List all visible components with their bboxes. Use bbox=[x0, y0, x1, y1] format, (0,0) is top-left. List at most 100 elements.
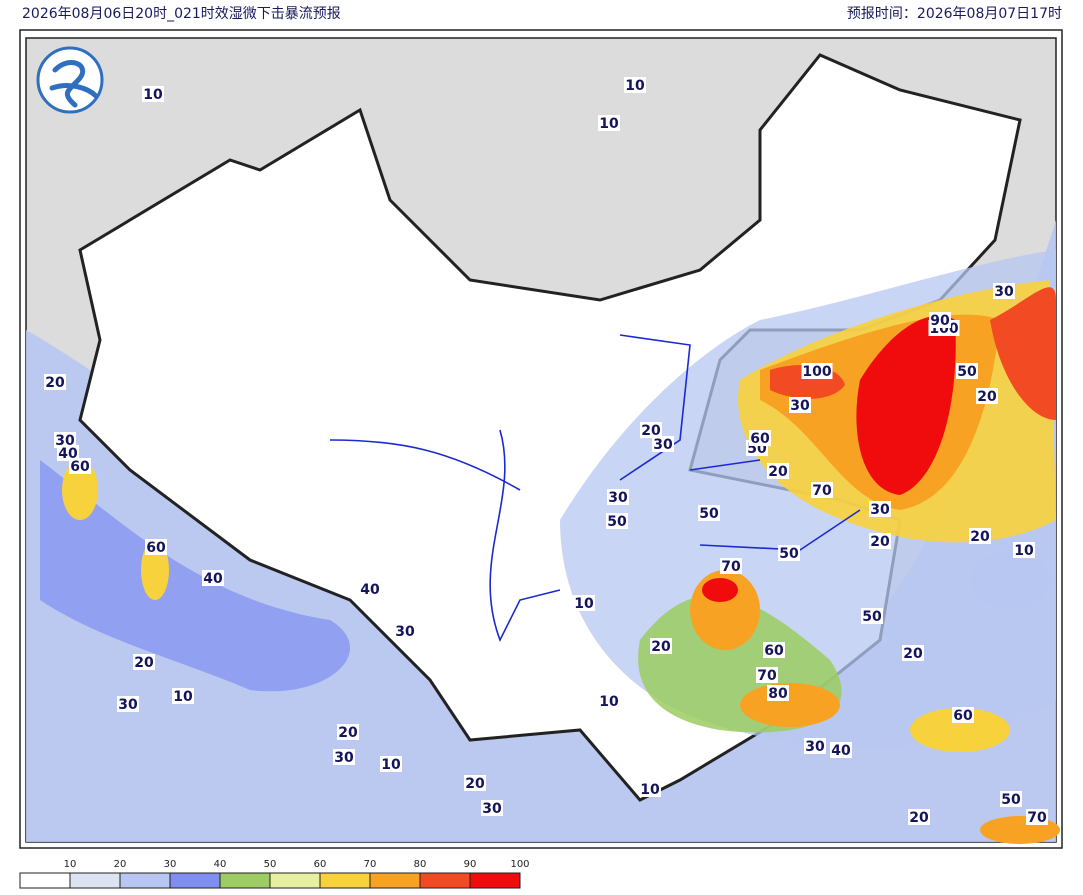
label-box bbox=[976, 388, 998, 404]
label-box bbox=[763, 642, 785, 658]
label-box bbox=[133, 654, 155, 670]
contour-label: 30 bbox=[395, 624, 415, 640]
legend-swatch bbox=[319, 872, 371, 889]
contour-label: 20 bbox=[465, 776, 485, 792]
contour-label: 10 bbox=[640, 782, 660, 798]
field-red-3 bbox=[702, 578, 738, 602]
label-box bbox=[640, 422, 662, 438]
label-box bbox=[607, 489, 629, 505]
label-box bbox=[624, 77, 646, 93]
legend-swatch bbox=[419, 872, 471, 889]
contour-label: 10 bbox=[625, 78, 645, 94]
contour-label: 40 bbox=[360, 582, 380, 598]
label-box bbox=[359, 581, 381, 597]
contour-label: 20 bbox=[45, 375, 65, 391]
legend-label: 80 bbox=[414, 859, 427, 870]
label-box bbox=[380, 756, 402, 772]
title: 2026年08月06日20时_021时效湿微下击暴流预报 bbox=[22, 6, 341, 22]
label-box bbox=[464, 775, 486, 791]
map bbox=[19, 29, 1063, 849]
label-box bbox=[993, 283, 1015, 299]
label-box bbox=[956, 363, 978, 379]
label-box bbox=[337, 724, 359, 740]
issue-time: 预报时间：2026年08月07日17时 bbox=[847, 6, 1062, 22]
legend-swatch bbox=[19, 872, 71, 889]
contour-label: 50 bbox=[779, 546, 799, 562]
label-box bbox=[698, 505, 720, 521]
label-box bbox=[756, 667, 778, 683]
logo bbox=[36, 46, 104, 114]
field-red bbox=[856, 315, 956, 495]
label-box bbox=[830, 742, 852, 758]
legend-swatch bbox=[369, 872, 421, 889]
legend-label: 30 bbox=[164, 859, 177, 870]
contour-label: 20 bbox=[651, 639, 671, 655]
legend-label: 70 bbox=[364, 859, 377, 870]
contour-label: 20 bbox=[977, 389, 997, 405]
contour-label: 20 bbox=[134, 655, 154, 671]
label-box bbox=[54, 432, 76, 448]
label-box bbox=[861, 608, 883, 624]
label-box bbox=[333, 749, 355, 765]
label-box bbox=[1026, 809, 1048, 825]
label-box bbox=[481, 800, 503, 816]
contour-label: 70 bbox=[1027, 810, 1047, 826]
label-box bbox=[145, 539, 167, 555]
field-yellow-2 bbox=[62, 460, 98, 520]
contour-label: 50 bbox=[699, 506, 719, 522]
contour-label: 30 bbox=[118, 697, 138, 713]
label-box bbox=[767, 463, 789, 479]
logo-ring bbox=[36, 46, 104, 114]
contour-label: 10 bbox=[381, 757, 401, 773]
field-yellow-4 bbox=[910, 708, 1010, 752]
label-box bbox=[117, 696, 139, 712]
contour-label: 80 bbox=[768, 686, 788, 702]
label-box bbox=[1000, 791, 1022, 807]
contour-label: 20 bbox=[909, 810, 929, 826]
contour-label: 40 bbox=[831, 743, 851, 759]
label-box bbox=[598, 693, 620, 709]
contour-label: 50 bbox=[1001, 792, 1021, 808]
contour-label: 100 bbox=[802, 364, 831, 380]
field-blue-dark bbox=[40, 460, 351, 692]
contour-label: 70 bbox=[757, 668, 777, 684]
label-box bbox=[202, 570, 224, 586]
contour-label: 20 bbox=[970, 529, 990, 545]
contour-label: 30 bbox=[653, 437, 673, 453]
contour-label: 20 bbox=[641, 423, 661, 439]
contour-label: 70 bbox=[812, 483, 832, 499]
contour-label: 10 bbox=[574, 596, 594, 612]
label-box bbox=[778, 545, 800, 561]
legend-label: 100 bbox=[510, 859, 529, 870]
legend-swatch bbox=[469, 872, 521, 889]
label-box bbox=[804, 738, 826, 754]
contour-label: 30 bbox=[608, 490, 628, 506]
label-box bbox=[902, 645, 924, 661]
contour-label: 40 bbox=[203, 571, 223, 587]
contour-label: 30 bbox=[805, 739, 825, 755]
label-box bbox=[639, 781, 661, 797]
label-box bbox=[598, 115, 620, 131]
field-light bbox=[970, 550, 1050, 610]
contour-label: 10 bbox=[1014, 543, 1034, 559]
legend-label: 50 bbox=[264, 859, 277, 870]
contour-label: 20 bbox=[338, 725, 358, 741]
contour-label: 50 bbox=[607, 514, 627, 530]
contour-label: 30 bbox=[334, 750, 354, 766]
contour-label: 10 bbox=[599, 116, 619, 132]
contour-label: 50 bbox=[957, 364, 977, 380]
label-box bbox=[789, 397, 811, 413]
legend: 10 20 30 40 50 60 70 80 90 100 bbox=[19, 859, 530, 889]
contour-label: 50 bbox=[862, 609, 882, 625]
contour-label: 60 bbox=[953, 708, 973, 724]
legend-swatch bbox=[269, 872, 321, 889]
contour-label: 90 bbox=[930, 313, 950, 329]
contour-label: 30 bbox=[790, 398, 810, 414]
legend-swatch bbox=[119, 872, 171, 889]
contour-label: 30 bbox=[994, 284, 1014, 300]
legend-label: 10 bbox=[64, 859, 77, 870]
field-orange-3 bbox=[740, 683, 840, 727]
label-box bbox=[142, 86, 164, 102]
label-box bbox=[767, 685, 789, 701]
